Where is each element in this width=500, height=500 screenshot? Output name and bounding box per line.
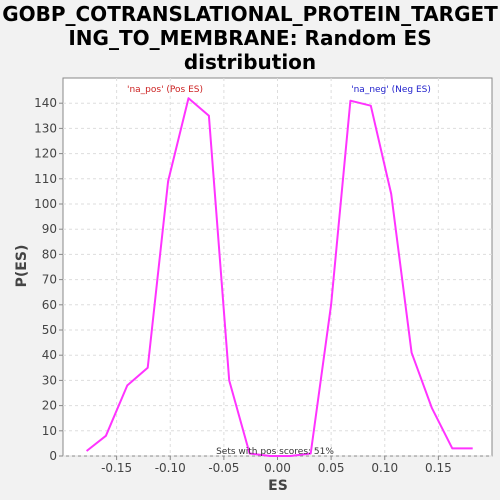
x-tick-label: -0.10 <box>155 461 186 475</box>
y-tick-label: 100 <box>34 197 57 211</box>
y-tick-label: 90 <box>42 222 57 236</box>
series-line <box>85 97 473 457</box>
x-tick-label: 0.10 <box>371 461 398 475</box>
y-tick-label: 40 <box>42 348 57 362</box>
y-tick-label: 10 <box>42 424 57 438</box>
bottom-note: Sets with pos scores: 51% <box>216 447 334 457</box>
x-tick-label: 0.05 <box>318 461 345 475</box>
title-line-2: ING_TO_MEMBRANE: Random ES <box>68 26 432 50</box>
title-line-3: distribution <box>183 50 317 74</box>
y-axis-label: P(ES) <box>14 245 30 288</box>
y-tick-label: 30 <box>42 373 57 387</box>
y-tick-label: 0 <box>49 449 57 463</box>
x-tick-label: 0.00 <box>264 461 291 475</box>
grid <box>63 78 492 457</box>
y-tick-label: 20 <box>42 399 57 413</box>
y-tick-label: 120 <box>34 147 57 161</box>
chart-title: GOBP_COTRANSLATIONAL_PROTEIN_TARGET ING_… <box>0 2 500 74</box>
y-tick-label: 110 <box>34 172 57 186</box>
y-tick-label: 70 <box>42 273 57 287</box>
pos-label: 'na_pos' (Pos ES) <box>127 85 203 95</box>
series <box>85 97 473 457</box>
neg-label: 'na_neg' (Neg ES) <box>351 85 431 95</box>
y-tick-label: 140 <box>34 96 57 110</box>
ticks: -0.15 -0.10 -0.05 0.00 0.05 0.10 0.15 0 10 20 30 40… <box>34 96 452 475</box>
x-tick-label: -0.05 <box>208 461 239 475</box>
title-line-1: GOBP_COTRANSLATIONAL_PROTEIN_TARGET <box>2 2 498 26</box>
y-tick-label: 130 <box>34 121 57 135</box>
y-tick-label: 50 <box>42 323 57 337</box>
x-axis-label: ES <box>268 478 288 494</box>
x-tick-label: -0.15 <box>101 461 132 475</box>
y-tick-label: 60 <box>42 298 57 312</box>
x-tick-label: 0.15 <box>425 461 452 475</box>
y-tick-label: 80 <box>42 247 57 261</box>
